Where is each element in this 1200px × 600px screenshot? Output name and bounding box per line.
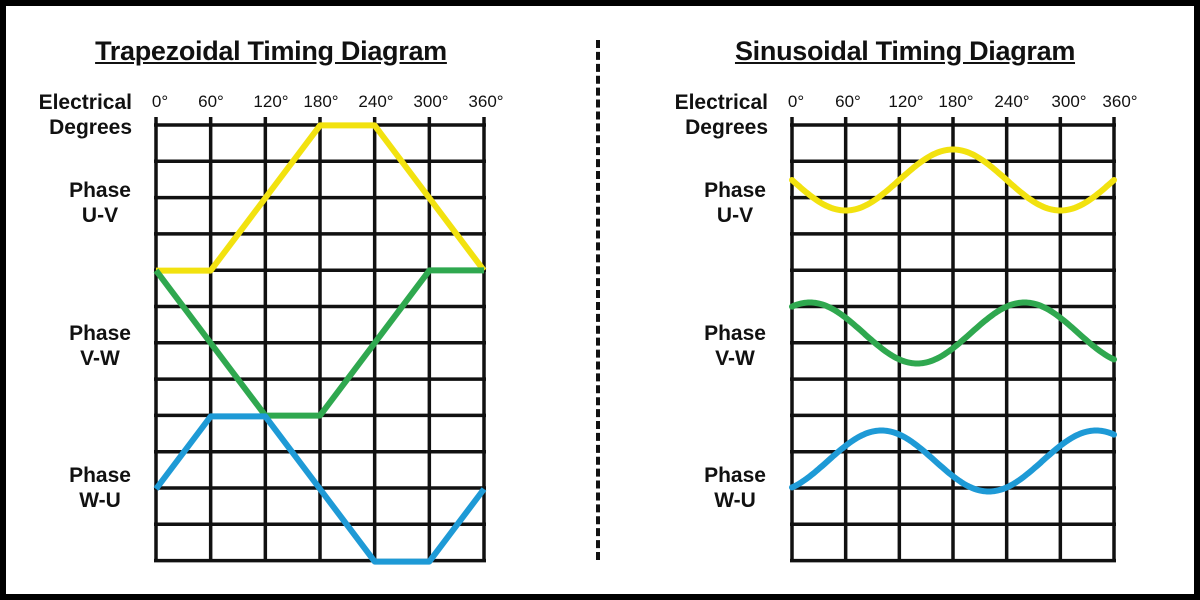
right-tick-360: 360° — [1102, 92, 1138, 111]
left-tick-60: 60° — [198, 92, 224, 111]
right-tick-240: 240° — [994, 92, 1030, 111]
waveform-phase-v-w — [153, 267, 484, 419]
phase-line2: W-U — [714, 489, 756, 512]
axis-label-line2: Degrees — [685, 116, 768, 139]
phase-line1: Phase — [69, 179, 131, 202]
waveform-phase-v-w — [789, 299, 1117, 367]
sinusoidal-waveforms — [789, 146, 1117, 495]
trapezoidal-title: Trapezoidal Timing Diagram — [95, 36, 447, 66]
left-tick-0: 0° — [151, 92, 169, 111]
phase-line2: U-V — [716, 204, 754, 227]
right-phase-wu-label: Phase W-U — [690, 463, 780, 513]
left-tick-360: 360° — [468, 92, 504, 111]
phase-line1: Phase — [704, 179, 766, 202]
right-tick-120: 120° — [888, 92, 924, 111]
waveform-phase-u-v — [156, 122, 487, 274]
waveform-phase-w-u — [153, 413, 487, 565]
left-phase-vw-label: Phase V-W — [55, 321, 145, 371]
axis-label-line1: Electrical — [674, 91, 768, 114]
right-phase-uv-label: Phase U-V — [690, 178, 780, 228]
phase-line2: U-V — [81, 204, 119, 227]
phase-line1: Phase — [69, 464, 131, 487]
panel-divider — [596, 40, 600, 560]
right-tick-300: 300° — [1051, 92, 1087, 111]
axis-label-line2: Degrees — [49, 116, 132, 139]
phase-line1: Phase — [69, 322, 131, 345]
left-tick-240: 240° — [358, 92, 394, 111]
sinusoidal-title: Sinusoidal Timing Diagram — [734, 36, 1076, 66]
right-phase-vw-label: Phase V-W — [690, 321, 780, 371]
trapezoidal-waveforms — [153, 122, 487, 565]
waveform-phase-u-v — [789, 146, 1117, 214]
right-grid — [790, 117, 1116, 563]
phase-line1: Phase — [704, 322, 766, 345]
waveform-phase-w-u — [789, 427, 1117, 495]
left-phase-wu-label: Phase W-U — [55, 463, 145, 513]
left-tick-120: 120° — [253, 92, 289, 111]
right-tick-60: 60° — [835, 92, 861, 111]
diagram-canvas — [6, 6, 1194, 594]
axis-label-line1: Electrical — [38, 91, 132, 114]
left-tick-300: 300° — [413, 92, 449, 111]
phase-line2: V-W — [715, 347, 755, 370]
phase-line2: V-W — [80, 347, 120, 370]
phase-line2: W-U — [79, 489, 121, 512]
left-axis-label: Electrical Degrees — [20, 90, 132, 140]
right-axis-label: Electrical Degrees — [656, 90, 768, 140]
right-tick-180: 180° — [938, 92, 974, 111]
left-tick-180: 180° — [303, 92, 339, 111]
right-tick-0: 0° — [787, 92, 805, 111]
left-phase-uv-label: Phase U-V — [55, 178, 145, 228]
phase-line1: Phase — [704, 464, 766, 487]
